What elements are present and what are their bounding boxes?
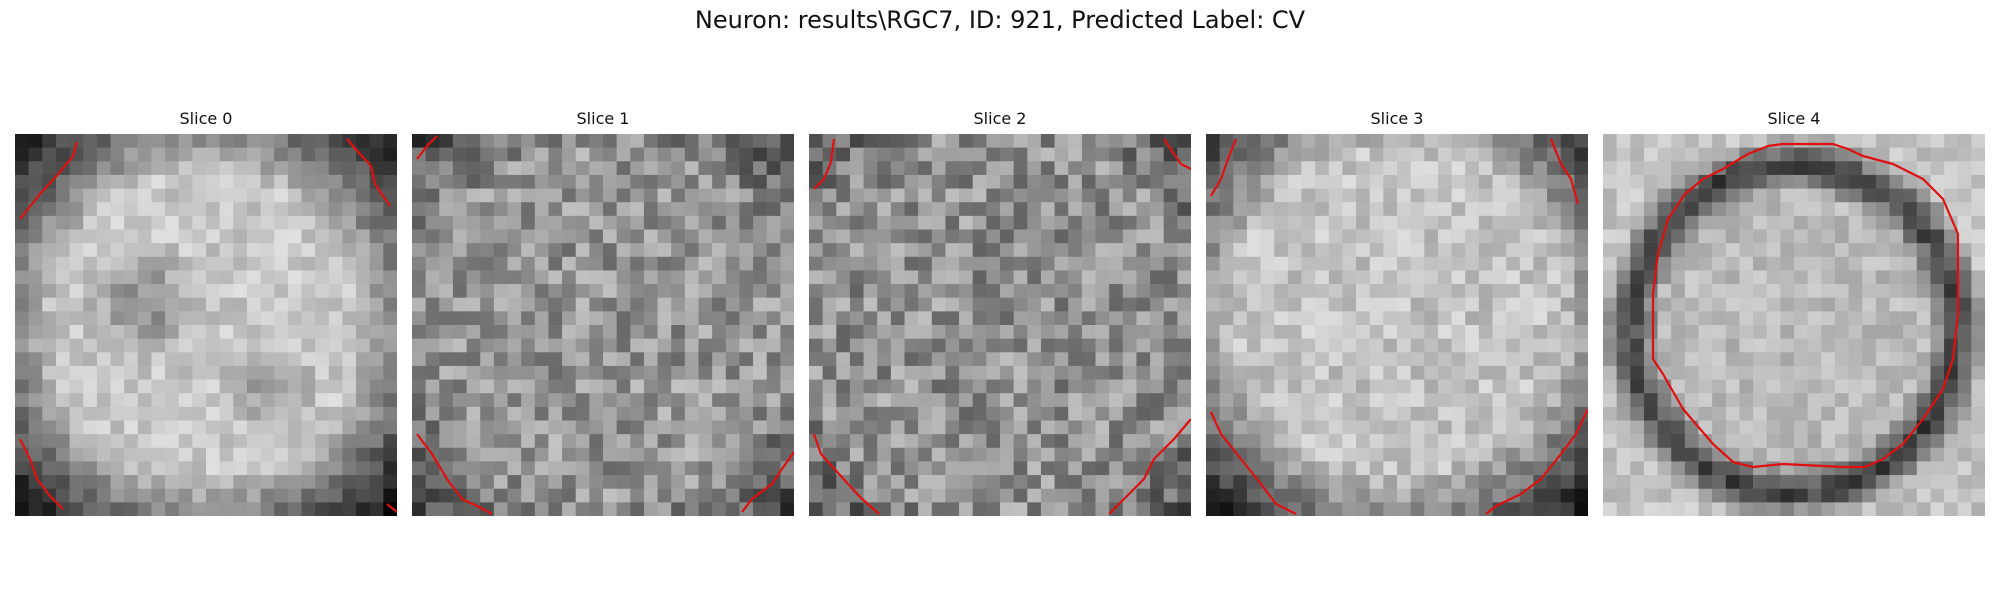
slice-title: Slice 0 [179,109,233,128]
contour-line [19,141,79,220]
slice-panel-0: Slice 0 [15,108,397,516]
contour-line [1549,138,1580,205]
slice-title: Slice 3 [1370,109,1424,128]
slice-title: Slice 1 [576,109,630,128]
pixel-grid [1603,134,1985,516]
contour-line [1108,418,1191,515]
contour-line [812,433,880,515]
slice-panel-3: Slice 3 [1206,108,1588,516]
slice-image-2 [809,134,1191,516]
contour-line [1210,138,1238,197]
contour-line [416,135,438,160]
contour-line [19,438,64,510]
slice-image-1 [412,134,794,516]
contour-line [1209,411,1297,515]
contour-line [1651,142,1960,469]
slice-image-3 [1206,134,1588,516]
pixel-grid [1206,134,1588,516]
contour-line [813,138,836,190]
pixel-grid [809,134,1191,516]
slice-image-0 [15,134,397,516]
contour-line [386,503,397,513]
pixel-grid [15,134,397,516]
slice-panel-1: Slice 1 [412,108,794,516]
pixel-grid [412,134,794,516]
slice-panel-2: Slice 2 [809,108,1191,516]
contour-line [416,433,493,515]
contour-line [741,451,794,513]
figure-title: Neuron: results\RGC7, ID: 921, Predicted… [694,6,1306,34]
slice-image-4 [1603,134,1985,516]
contour-line [346,138,391,207]
slice-title: Slice 4 [1767,109,1821,128]
contour-line [1163,138,1191,170]
slice-title: Slice 2 [973,109,1027,128]
slice-panel-4: Slice 4 [1603,108,1985,516]
contour-line [1485,408,1588,515]
